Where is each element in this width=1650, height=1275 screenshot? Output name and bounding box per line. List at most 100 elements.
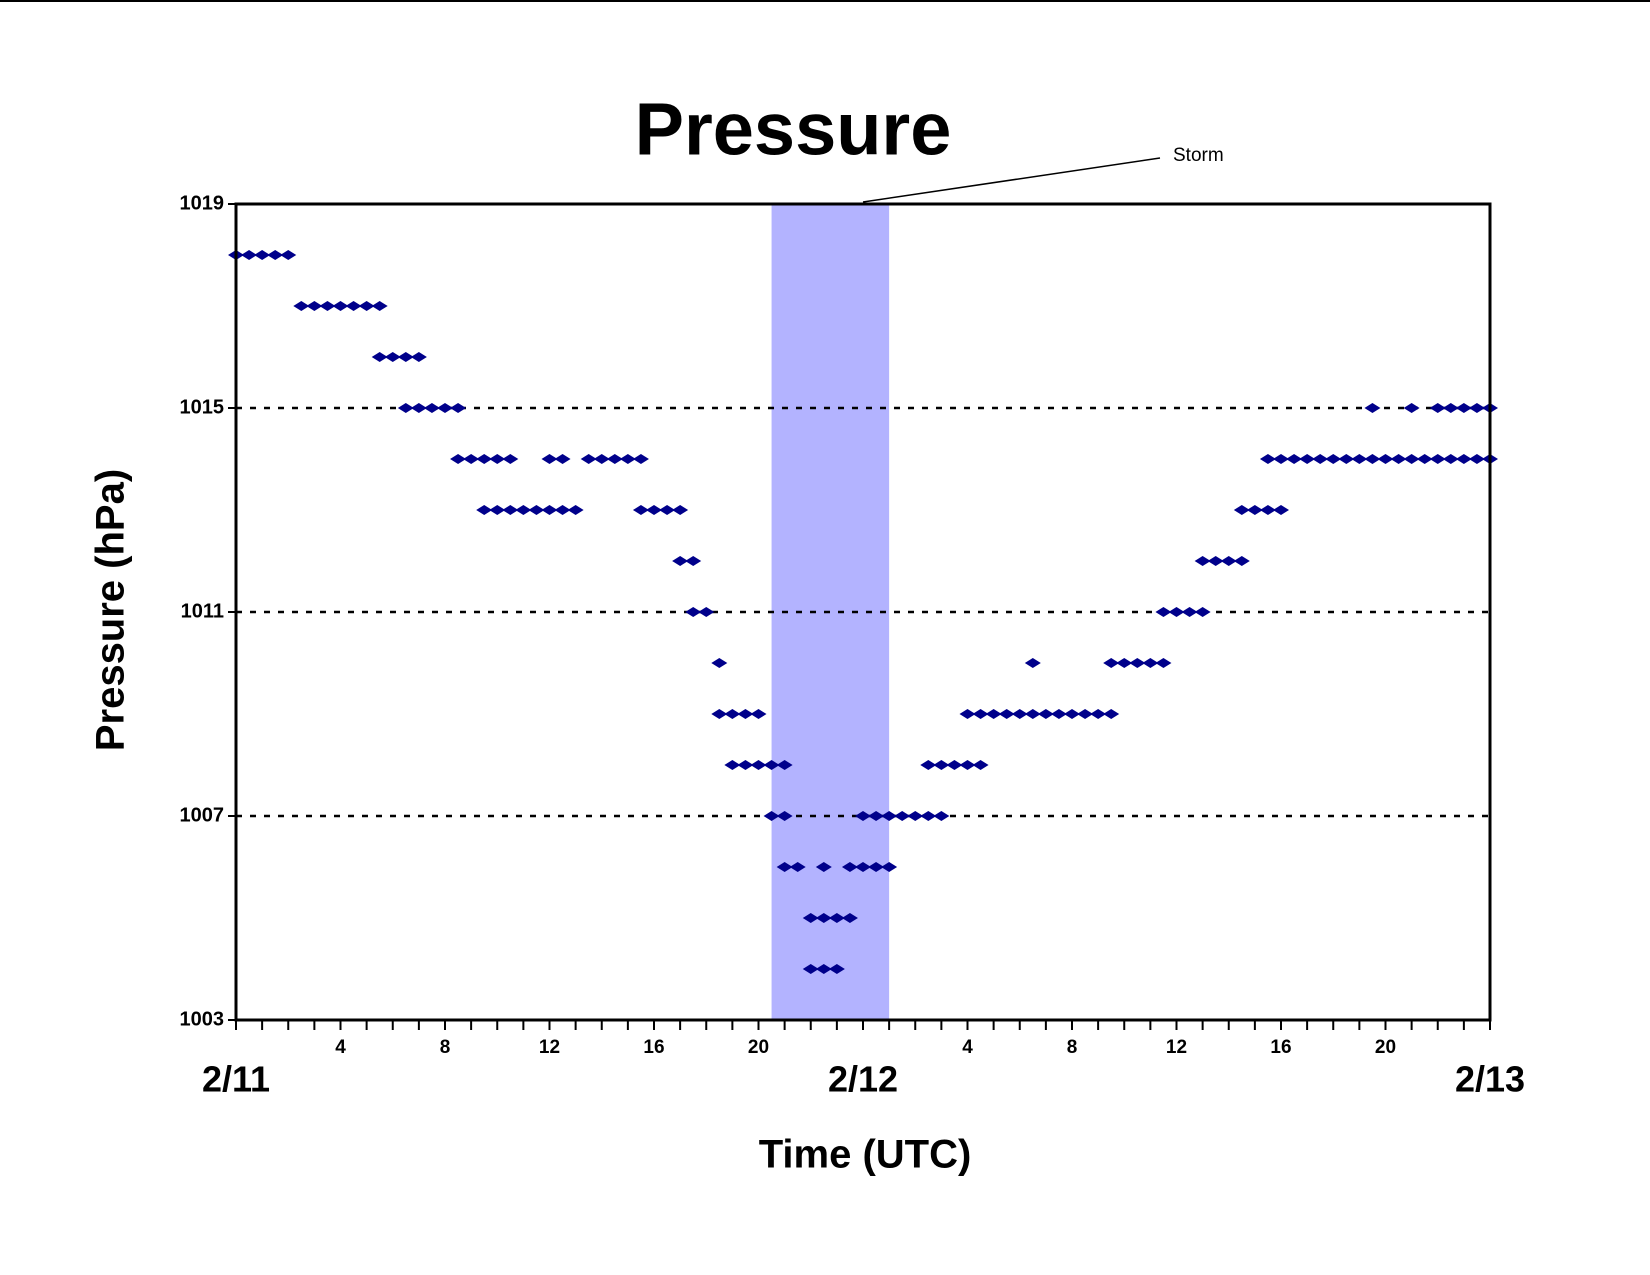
point: [632, 454, 649, 464]
point: [1090, 709, 1107, 719]
point: [789, 862, 806, 872]
point: [489, 505, 506, 515]
point: [515, 505, 532, 515]
point: [1024, 658, 1041, 668]
point: [646, 505, 662, 515]
y-axis-title: Pressure (hPa): [89, 469, 133, 751]
point: [1259, 505, 1276, 515]
x-axis-title: Time (UTC): [759, 1133, 972, 1177]
y-tick-label: 1015: [180, 396, 225, 418]
date-label: 2/13: [1455, 1059, 1525, 1100]
x-tick-label: 16: [1270, 1037, 1291, 1058]
point: [1233, 505, 1250, 515]
point: [502, 454, 519, 464]
point: [332, 301, 349, 311]
point: [1246, 505, 1263, 515]
point: [1142, 658, 1159, 668]
point: [711, 658, 728, 668]
point: [580, 454, 597, 464]
y-tick-label: 1003: [180, 1008, 225, 1030]
point: [776, 862, 793, 872]
point: [907, 811, 924, 821]
y-tick-label: 1011: [181, 600, 224, 622]
point: [1468, 403, 1485, 413]
point: [828, 913, 845, 923]
point: [567, 505, 584, 515]
x-tick-label: 12: [1166, 1037, 1187, 1058]
point: [894, 811, 911, 821]
point: [1312, 454, 1329, 464]
point: [802, 913, 819, 923]
point: [946, 760, 963, 770]
point: [1207, 556, 1224, 566]
point: [815, 862, 832, 872]
point: [881, 811, 898, 821]
point: [1155, 658, 1172, 668]
point: [685, 556, 702, 566]
x-tick-label: 8: [1067, 1037, 1078, 1058]
point: [1116, 658, 1133, 668]
point: [1273, 505, 1289, 515]
x-tick-label: 8: [440, 1037, 451, 1058]
point: [476, 505, 493, 515]
point: [541, 505, 558, 515]
point: [450, 454, 467, 464]
x-tick-label: 20: [748, 1037, 769, 1058]
point: [1364, 403, 1381, 413]
point: [293, 301, 310, 311]
point: [476, 454, 493, 464]
y-tick-label: 1019: [180, 192, 225, 214]
point: [1037, 709, 1054, 719]
point: [711, 709, 728, 719]
point: [1403, 403, 1420, 413]
point: [1442, 454, 1459, 464]
point: [659, 505, 676, 515]
point: [998, 709, 1015, 719]
point: [1403, 454, 1420, 464]
point: [280, 250, 297, 260]
point: [371, 301, 388, 311]
point: [1194, 556, 1211, 566]
x-tick-label: 4: [962, 1037, 973, 1058]
point: [868, 862, 885, 872]
point: [489, 454, 506, 464]
point: [972, 760, 989, 770]
point: [241, 250, 258, 260]
point: [384, 352, 401, 362]
point: [737, 760, 754, 770]
point: [750, 709, 767, 719]
point: [371, 352, 388, 362]
point: [985, 709, 1002, 719]
point: [1194, 607, 1211, 617]
x-tick-label: 12: [539, 1037, 560, 1058]
point: [1377, 454, 1394, 464]
point: [319, 301, 336, 311]
point: [672, 505, 689, 515]
point: [437, 403, 453, 413]
point: [397, 352, 414, 362]
point: [463, 454, 480, 464]
point: [685, 607, 702, 617]
point: [1286, 454, 1303, 464]
point: [632, 505, 649, 515]
point: [1155, 607, 1172, 617]
point: [959, 760, 976, 770]
point: [1273, 454, 1289, 464]
annotation: Storm: [1173, 145, 1224, 166]
point: [554, 505, 571, 515]
point: [410, 352, 427, 362]
point: [1050, 709, 1067, 719]
point: [763, 811, 780, 821]
point: [1064, 709, 1080, 719]
point: [1259, 454, 1276, 464]
point: [763, 760, 780, 770]
point: [502, 505, 519, 515]
point: [868, 811, 885, 821]
y-tick-label: 1007: [180, 804, 225, 826]
x-tick-label: 20: [1375, 1037, 1396, 1058]
point: [1168, 607, 1185, 617]
point: [541, 454, 558, 464]
x-tick-label: 16: [643, 1037, 664, 1058]
point: [1468, 454, 1485, 464]
